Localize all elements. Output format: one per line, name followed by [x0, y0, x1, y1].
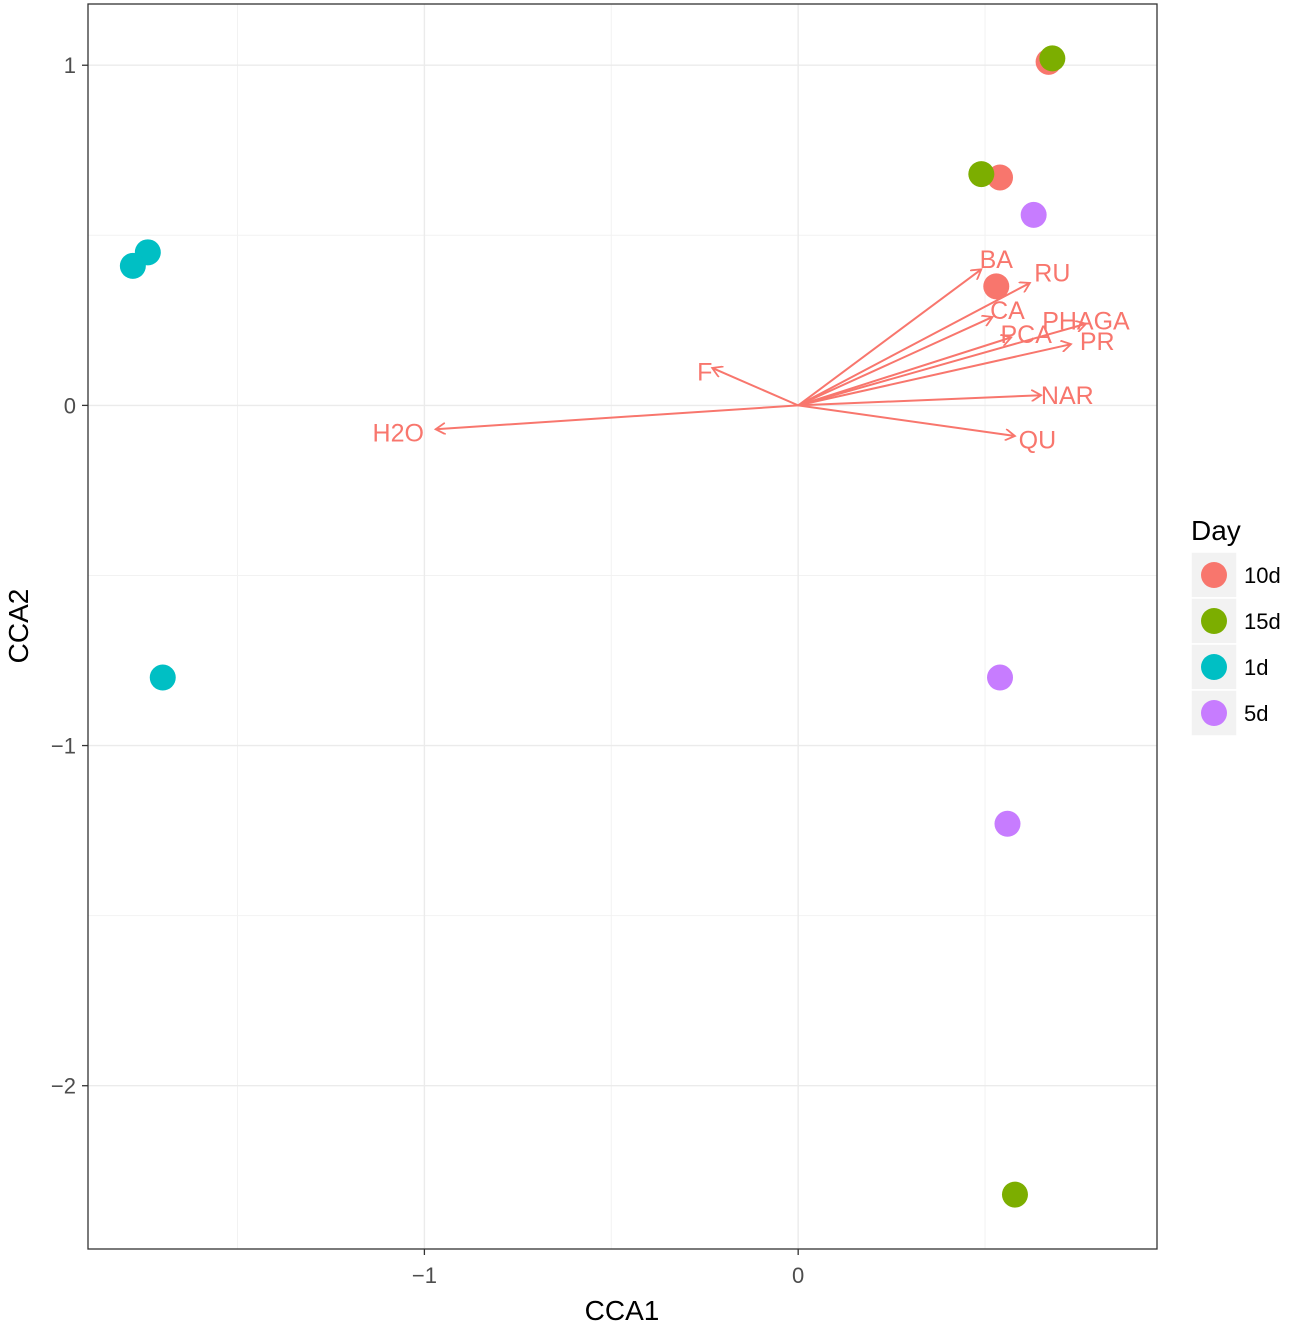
x-tick-label-0: 0	[792, 1263, 804, 1288]
legend-label-15d: 15d	[1244, 609, 1281, 634]
x-axis-title: CCA1	[585, 1295, 660, 1326]
arrow-label-qu: QU	[1019, 426, 1057, 454]
arrow-label-ru: RU	[1034, 260, 1070, 288]
y-tick-label-1: 1	[64, 53, 76, 78]
legend-key-5d	[1190, 689, 1238, 737]
legend-swatch-5d	[1201, 700, 1227, 726]
legend-title: Day	[1191, 515, 1241, 546]
y-tick-label-0: 0	[64, 393, 76, 418]
arrow-f	[712, 368, 799, 407]
y-axis: 1 0 −1 −2	[51, 53, 88, 1099]
arrow-label-ca: CA	[990, 297, 1025, 325]
legend-swatch-1d	[1201, 654, 1227, 680]
x-axis: −1 0	[412, 1249, 804, 1288]
grid-lines	[88, 4, 1157, 1249]
legend-label-5d: 5d	[1244, 701, 1268, 726]
point-15d-3	[1001, 1181, 1028, 1208]
point-15d-2	[968, 161, 995, 188]
x-tick-label-neg-1: −1	[412, 1263, 437, 1288]
arrow-qu	[798, 404, 1015, 436]
arrow-label-h2o: H2O	[373, 420, 424, 448]
arrow-pca	[797, 337, 1011, 407]
arrow-label-ba: BA	[980, 246, 1014, 274]
arrow-label-f: F	[697, 358, 712, 386]
legend-swatch-15d	[1201, 608, 1227, 634]
data-points	[119, 45, 1066, 1208]
arrow-label-pr: PR	[1080, 328, 1115, 356]
point-5d-1	[1020, 201, 1047, 228]
arrow-nar	[798, 395, 1041, 407]
arrow-pr	[797, 344, 1071, 407]
point-1d-2	[119, 252, 146, 279]
y-tick-label-neg-1: −1	[51, 734, 76, 759]
y-tick-label-neg-2: −2	[51, 1074, 76, 1099]
arrow-label-pca: PCA	[1000, 321, 1052, 349]
plot-panel-border	[87, 3, 1158, 1250]
arrow-label-nar: NAR	[1041, 382, 1094, 410]
arrow-label-phaga: PHAGA	[1042, 307, 1130, 335]
legend: Day 10d 15d 1d 5d	[1190, 515, 1281, 737]
legend-swatch-10d	[1201, 562, 1227, 588]
point-5d-3	[994, 810, 1021, 837]
y-axis-title: CCA2	[3, 589, 34, 664]
arrow-ru	[797, 283, 1030, 407]
arrow-phaga	[797, 324, 1086, 407]
legend-label-1d: 1d	[1244, 655, 1268, 680]
plot-panel-background	[88, 4, 1157, 1249]
arrow-ca	[797, 317, 992, 407]
biplot-arrows	[436, 269, 1086, 436]
arrow-ba	[797, 269, 981, 407]
point-1d-3	[149, 664, 176, 691]
legend-label-10d: 10d	[1244, 563, 1281, 588]
point-15d-1	[1039, 45, 1066, 72]
point-10d-3	[983, 273, 1010, 300]
point-5d-2	[987, 664, 1014, 691]
arrow-h2o	[436, 404, 799, 429]
